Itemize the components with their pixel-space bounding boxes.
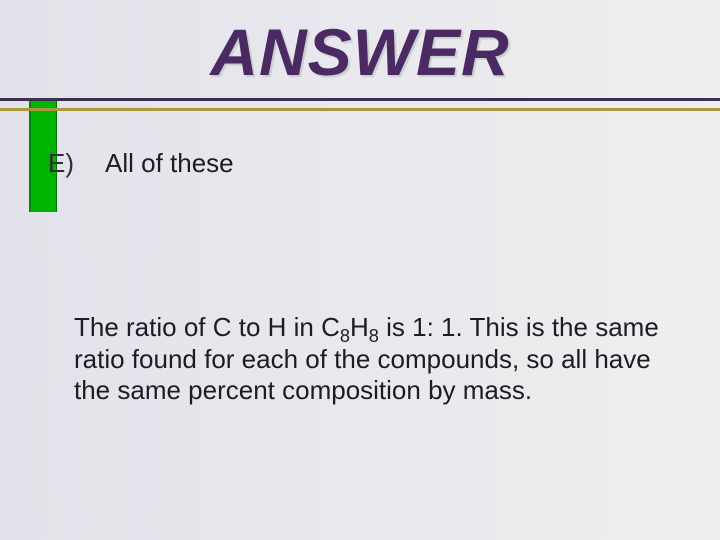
answer-choice-label: E) (48, 148, 74, 179)
rule-dark (0, 98, 720, 101)
answer-choice-text: All of these (105, 148, 234, 179)
slide: ANSWER E) All of these The ratio of C to… (0, 0, 720, 540)
explanation-mid1: H (350, 312, 369, 342)
rule-olive (0, 108, 720, 111)
explanation-pre: The ratio of C to H in C (74, 312, 340, 342)
slide-title: ANSWER (0, 14, 720, 90)
explanation-text: The ratio of C to H in C8H8 is 1: 1. Thi… (74, 312, 674, 407)
